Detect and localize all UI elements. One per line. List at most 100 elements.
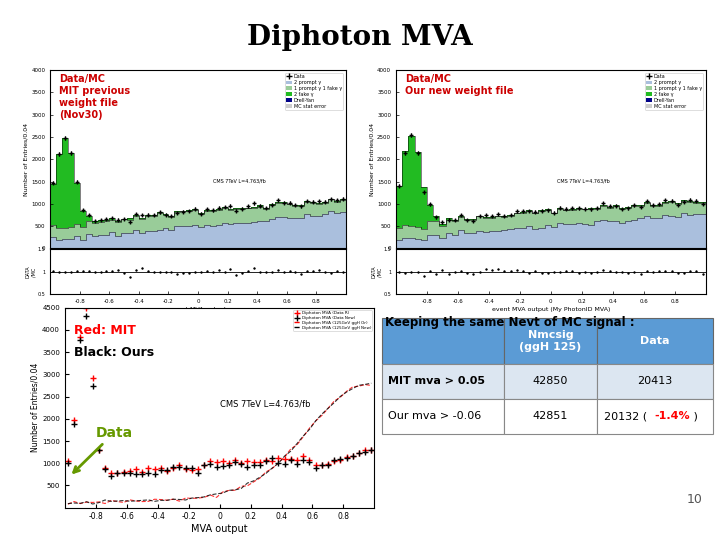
Bar	[233, 223, 239, 248]
Bar	[668, 202, 675, 216]
Bar	[464, 219, 470, 220]
Bar	[482, 217, 489, 218]
Bar	[637, 206, 644, 218]
Y-axis label: DATA
/MC: DATA /MC	[372, 266, 382, 278]
Bar	[594, 209, 600, 221]
Bar	[458, 231, 464, 248]
Text: Red: MIT: Red: MIT	[74, 324, 136, 337]
Bar	[420, 240, 427, 248]
Bar	[495, 231, 501, 248]
Y-axis label: Number of Entries/0.04: Number of Entries/0.04	[369, 123, 374, 196]
Bar	[139, 233, 145, 248]
Text: Data/MC
Our new weight file: Data/MC Our new weight file	[405, 74, 514, 96]
Bar	[322, 201, 328, 202]
Bar	[687, 215, 693, 248]
Bar	[699, 202, 706, 203]
Bar	[513, 213, 520, 228]
Bar	[328, 199, 334, 211]
Text: Nmcsig
(ggH 125): Nmcsig (ggH 125)	[519, 330, 582, 352]
Bar	[675, 217, 681, 248]
Bar	[310, 203, 316, 215]
Bar	[145, 231, 150, 248]
Legend: Data, 2 prompt γ, 1 prompt γ 1 fake γ, 2 fake γ, Drell-Yan, MC stat error: Data, 2 prompt γ, 1 prompt γ 1 fake γ, 2…	[645, 73, 703, 110]
Bar	[544, 210, 551, 225]
Bar	[150, 216, 157, 231]
Bar	[551, 213, 557, 227]
Bar	[298, 218, 305, 248]
Bar	[91, 223, 98, 237]
Bar	[451, 221, 458, 235]
Bar	[539, 210, 544, 211]
Bar	[606, 207, 613, 221]
Bar	[163, 215, 168, 228]
Bar	[233, 208, 239, 209]
Bar	[275, 204, 281, 217]
Bar	[699, 203, 706, 214]
Bar	[174, 212, 180, 226]
Bar	[396, 228, 402, 240]
Y-axis label: Number of Entries/0.04: Number of Entries/0.04	[30, 363, 39, 453]
Bar	[104, 220, 109, 221]
Bar	[582, 224, 588, 248]
Text: Data/MC
MIT previous
weight file
(Nov30): Data/MC MIT previous weight file (Nov30)	[59, 74, 130, 120]
Bar	[458, 215, 464, 217]
Bar	[489, 218, 495, 231]
Bar	[251, 222, 257, 248]
Bar	[292, 205, 298, 206]
Bar	[91, 221, 98, 223]
Bar	[582, 210, 588, 224]
Bar	[139, 219, 145, 233]
Bar	[600, 220, 606, 248]
Bar	[340, 200, 346, 212]
Bar	[281, 204, 287, 218]
Bar	[180, 226, 186, 248]
Bar	[210, 210, 216, 211]
Bar	[186, 210, 192, 211]
Bar	[121, 233, 127, 248]
Bar	[269, 204, 275, 206]
X-axis label: event MVA output (My PhotonID MVA): event MVA output (My PhotonID MVA)	[492, 307, 610, 312]
Bar	[109, 218, 115, 220]
Bar	[210, 211, 216, 226]
Bar	[532, 213, 539, 230]
Bar	[619, 208, 625, 209]
Text: ): )	[690, 411, 698, 421]
Text: Diphoton MVA: Diphoton MVA	[247, 24, 473, 51]
Bar	[439, 226, 446, 238]
Bar	[56, 240, 62, 248]
Bar	[74, 224, 80, 236]
Bar	[180, 211, 186, 212]
Bar	[204, 226, 210, 248]
Bar	[582, 208, 588, 210]
Bar	[50, 237, 56, 248]
Bar	[446, 218, 451, 220]
Bar	[180, 212, 186, 226]
Bar	[557, 207, 563, 208]
Bar	[687, 202, 693, 215]
Bar	[470, 233, 477, 248]
Bar	[157, 212, 163, 213]
Bar	[396, 240, 402, 248]
Bar	[298, 205, 305, 206]
Bar	[168, 230, 174, 248]
Bar	[693, 202, 699, 214]
X-axis label: event MVA output: event MVA output	[170, 307, 226, 312]
Bar	[86, 215, 91, 221]
Bar	[168, 217, 174, 230]
Bar	[204, 210, 210, 211]
Bar	[145, 216, 150, 231]
Bar	[644, 202, 650, 216]
Bar	[613, 220, 619, 248]
Bar	[382, 399, 504, 434]
Bar	[305, 214, 310, 248]
Bar	[127, 220, 133, 233]
Bar	[305, 201, 310, 202]
Bar	[557, 208, 563, 223]
Bar	[109, 220, 115, 232]
Bar	[563, 210, 570, 211]
Bar	[594, 208, 600, 209]
Bar	[127, 233, 133, 248]
Bar	[222, 208, 228, 223]
Bar	[316, 216, 322, 248]
Bar	[139, 218, 145, 219]
